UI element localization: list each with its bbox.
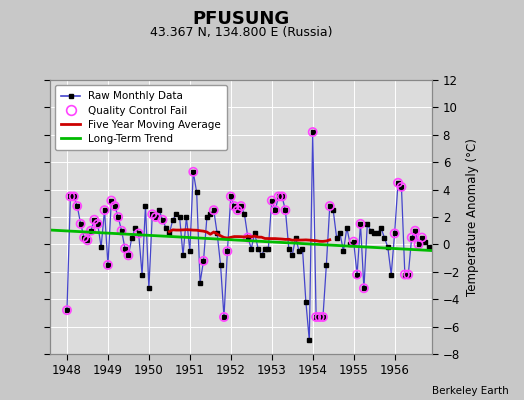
Point [77, 221, 85, 227]
Text: PFUSUNG: PFUSUNG [192, 10, 290, 28]
Point [223, 248, 232, 254]
Point [356, 221, 365, 227]
Point [350, 238, 358, 245]
Point [275, 193, 283, 200]
Point [401, 271, 409, 278]
Point [226, 193, 235, 200]
Point [148, 211, 157, 218]
Point [114, 214, 123, 220]
Point [90, 216, 99, 223]
Point [83, 237, 92, 244]
Point [278, 193, 286, 200]
Point [271, 207, 279, 213]
Text: 43.367 N, 134.800 E (Russia): 43.367 N, 134.800 E (Russia) [150, 26, 332, 39]
Point [117, 228, 126, 234]
Point [135, 230, 143, 237]
Point [408, 234, 416, 241]
Point [268, 197, 276, 204]
Point [418, 234, 426, 241]
Point [158, 216, 167, 223]
Point [151, 214, 160, 220]
Point [281, 207, 290, 213]
Point [325, 203, 334, 209]
Point [411, 228, 419, 234]
Point [359, 285, 368, 292]
Point [124, 252, 133, 258]
Point [394, 180, 402, 186]
Point [70, 193, 78, 200]
Point [312, 314, 320, 320]
Point [319, 314, 327, 320]
Point [237, 203, 245, 209]
Point [63, 307, 71, 313]
Point [244, 234, 252, 241]
Point [210, 207, 218, 213]
Point [404, 271, 412, 278]
Point [86, 228, 95, 234]
Point [100, 207, 108, 213]
Point [315, 314, 324, 320]
Point [230, 203, 238, 209]
Point [220, 314, 228, 320]
Point [121, 245, 129, 252]
Point [107, 197, 115, 204]
Point [66, 193, 74, 200]
Text: Berkeley Earth: Berkeley Earth [432, 386, 508, 396]
Point [189, 168, 198, 175]
Point [80, 234, 88, 241]
Point [104, 262, 112, 268]
Point [199, 258, 208, 264]
Point [414, 241, 423, 248]
Point [353, 271, 361, 278]
Point [111, 203, 119, 209]
Point [93, 221, 102, 227]
Point [397, 184, 406, 190]
Y-axis label: Temperature Anomaly (°C): Temperature Anomaly (°C) [466, 138, 478, 296]
Point [73, 203, 81, 209]
Legend: Raw Monthly Data, Quality Control Fail, Five Year Moving Average, Long-Term Tren: Raw Monthly Data, Quality Control Fail, … [55, 85, 227, 150]
Point [233, 207, 242, 213]
Point [390, 230, 399, 237]
Point [309, 129, 317, 135]
